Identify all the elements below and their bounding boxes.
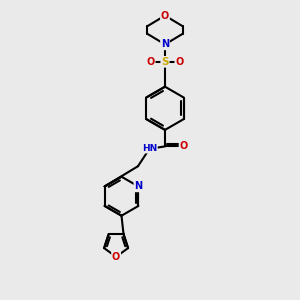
Text: O: O	[175, 57, 184, 67]
Text: O: O	[112, 252, 120, 262]
Text: O: O	[179, 141, 188, 152]
Text: O: O	[146, 57, 155, 67]
Text: N: N	[134, 182, 142, 191]
Text: O: O	[161, 11, 169, 21]
Text: S: S	[161, 57, 169, 67]
Text: HN: HN	[142, 144, 157, 153]
Text: N: N	[161, 39, 169, 50]
